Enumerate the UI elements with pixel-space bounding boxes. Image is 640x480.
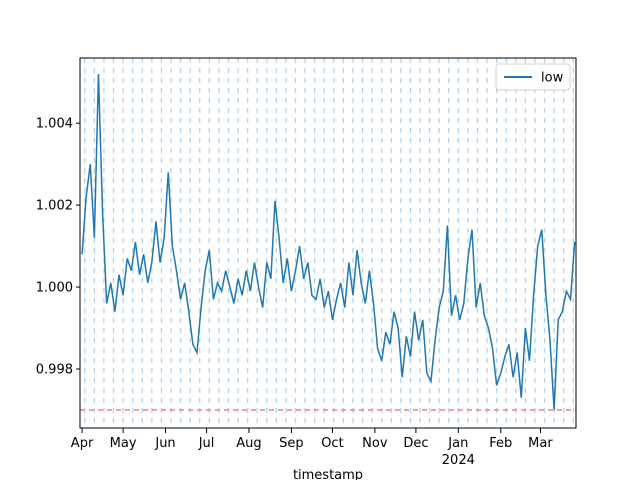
y-tick-label: 1.004 — [36, 117, 73, 132]
x-tick-label: Oct — [321, 436, 343, 451]
x-tick-label: Aug — [236, 436, 261, 451]
x-tick-label: Jul — [198, 436, 215, 451]
series-line — [81, 73, 576, 411]
x-tick-label: Nov — [362, 436, 388, 451]
x-tick-label: Dec — [403, 436, 428, 451]
legend-label: low — [541, 71, 564, 86]
x-tick-label: Feb — [489, 436, 512, 451]
x-tick-label: Jun — [154, 436, 175, 451]
y-tick-label: 1.002 — [36, 199, 73, 214]
legend-box — [495, 63, 571, 91]
x-tick-label: Mar — [528, 436, 553, 451]
x-tick-label: Jan — [447, 436, 468, 451]
y-tick-label: 1.000 — [36, 281, 73, 296]
x-tick-label: May — [110, 436, 137, 451]
x-axis-label: timestamp — [293, 468, 363, 480]
y-tick-label: 0.998 — [36, 362, 73, 377]
x-tick-label: Sep — [279, 436, 304, 451]
plot-frame — [79, 57, 577, 429]
x-tick-label: Apr — [71, 436, 94, 451]
year-label: 2024 — [442, 453, 475, 468]
